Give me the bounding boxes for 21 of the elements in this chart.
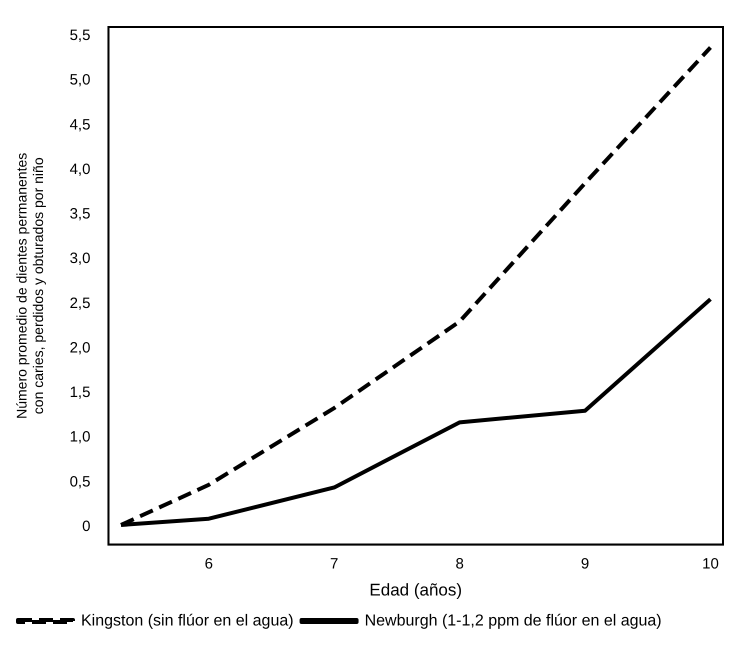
x-tick-label: 8 — [455, 556, 464, 573]
y-tick-label: 3,0 — [70, 250, 90, 268]
x-tick-label: 10 — [702, 556, 719, 573]
y-tick-label: 2,0 — [70, 339, 90, 356]
y-tick-label: 0,5 — [70, 473, 90, 490]
y-tick-label: 0 — [82, 518, 90, 535]
legend-label: Newburgh (1-1,2 ppm de flúor en el agua) — [364, 612, 662, 630]
x-axis-title: Edad (años) — [369, 580, 462, 600]
x-tick-label: 6 — [204, 556, 213, 573]
y-axis-title: Número promedio de dientes permanentes con caries, perdidos y obturados por niño — [13, 152, 46, 419]
y-tick-label: 1,5 — [70, 384, 90, 402]
x-tick-label: 7 — [330, 556, 338, 573]
y-tick-label: 4,0 — [70, 160, 90, 178]
y-tick-label: 5,5 — [70, 27, 90, 44]
y-tick-label: 3,5 — [70, 206, 90, 223]
y-tick-label: 1,0 — [70, 428, 90, 446]
y-tick-label: 5,0 — [70, 72, 90, 89]
legend-label: Kingston (sin flúor en el agua) — [81, 612, 294, 630]
y-tick-label: 4,5 — [70, 116, 90, 134]
x-tick-label: 9 — [580, 556, 590, 573]
y-tick-label: 2,5 — [70, 294, 90, 312]
